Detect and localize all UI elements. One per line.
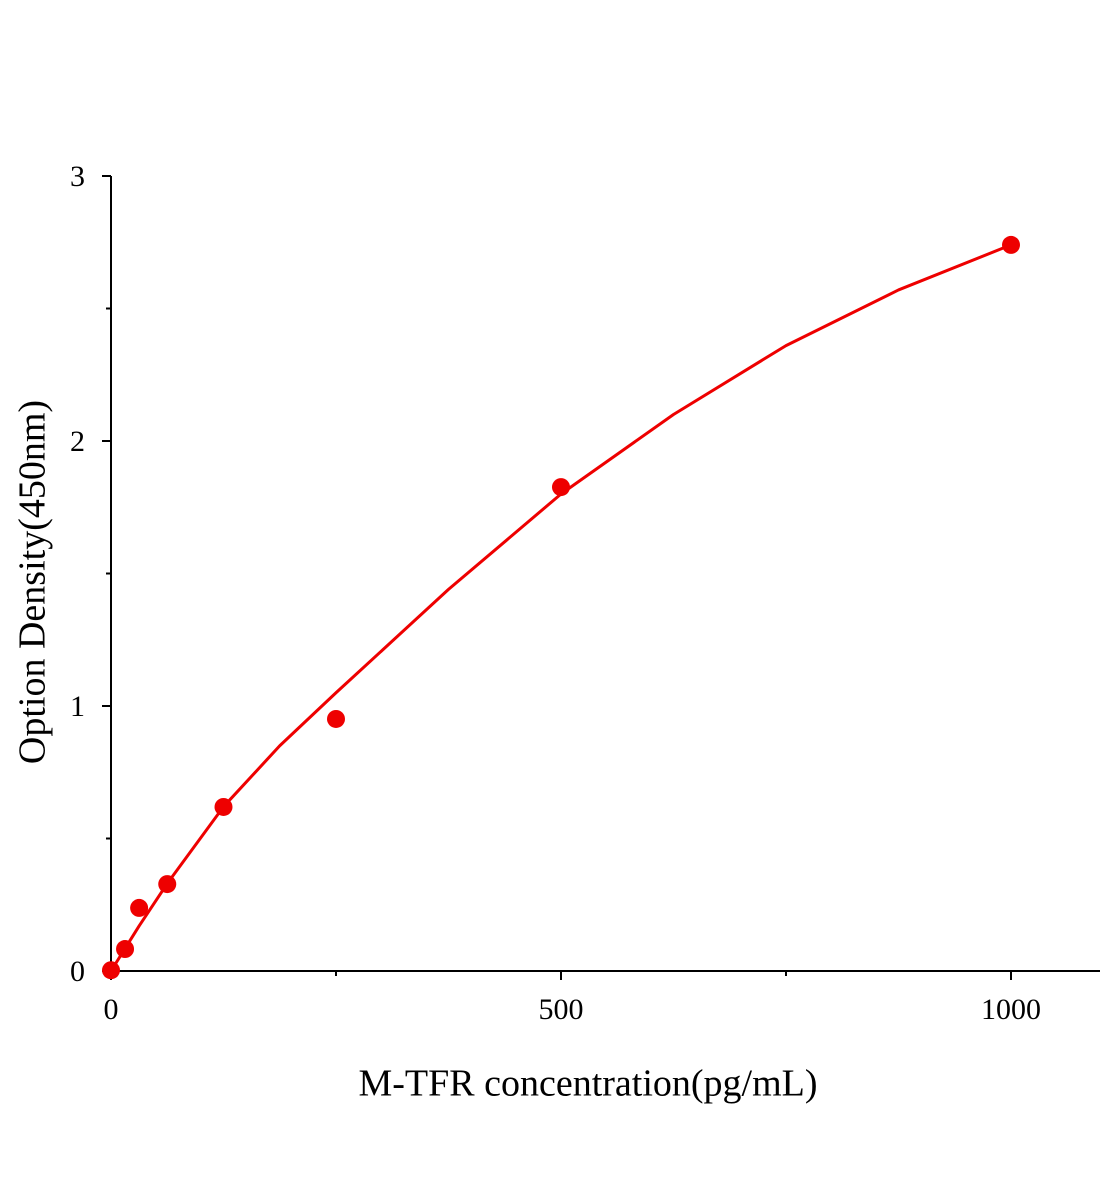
x-axis-label: M-TFR concentration(pg/mL) bbox=[358, 1063, 817, 1105]
y-tick-label: 1 bbox=[70, 690, 85, 723]
data-point bbox=[130, 898, 149, 917]
y-axis-label: Option Density(450nm) bbox=[12, 400, 54, 764]
data-point bbox=[327, 709, 345, 728]
x-tick-label: 1000 bbox=[981, 993, 1041, 1026]
y-tick-label: 2 bbox=[70, 425, 85, 458]
y-tick-label: 0 bbox=[70, 955, 85, 988]
x-tick-label: 0 bbox=[104, 993, 119, 1026]
fit-curve bbox=[109, 243, 1012, 972]
y-tick-label: 3 bbox=[70, 160, 85, 193]
x-tick-label: 500 bbox=[539, 993, 584, 1026]
